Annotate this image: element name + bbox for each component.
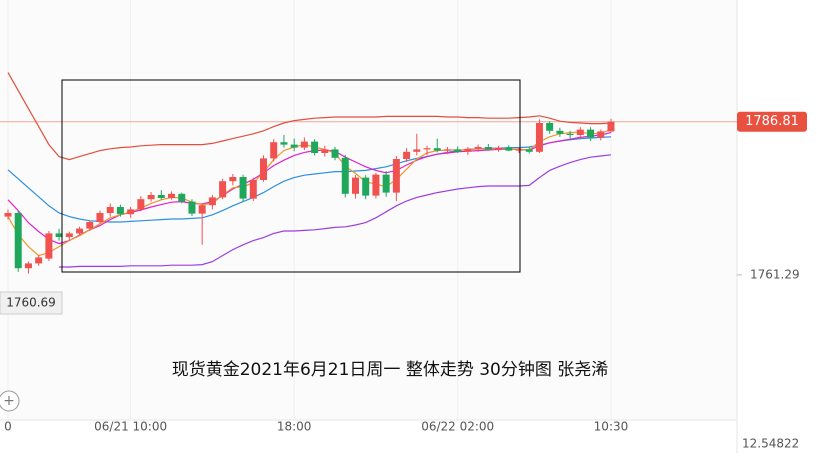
candle-body bbox=[147, 195, 155, 200]
candle-body bbox=[607, 121, 615, 132]
candle-body bbox=[474, 147, 482, 149]
candle-body bbox=[525, 149, 533, 152]
candle-body bbox=[4, 213, 12, 217]
candle-body bbox=[566, 133, 574, 135]
candle-body bbox=[86, 222, 94, 229]
candle-body bbox=[127, 209, 135, 215]
indicator-label: 12.54822 bbox=[742, 437, 799, 451]
price-tag bbox=[737, 111, 807, 132]
candle-body bbox=[116, 207, 124, 215]
candle-body bbox=[270, 142, 278, 159]
indicator-line bbox=[7, 72, 612, 161]
candle-body bbox=[249, 180, 257, 199]
candle-body bbox=[290, 144, 298, 148]
zoom-icon: + bbox=[3, 393, 15, 409]
candle-body bbox=[576, 129, 584, 135]
x-tick-label: 18:00 bbox=[277, 420, 312, 434]
price-tag-label: 1786.81 bbox=[745, 114, 799, 129]
candle-body bbox=[505, 147, 513, 151]
low-marker-box bbox=[0, 291, 63, 315]
candle-body bbox=[45, 233, 53, 259]
x-tick-label: 06/21 10:00 bbox=[94, 420, 167, 434]
candle-body bbox=[443, 149, 451, 151]
candle-body bbox=[433, 148, 441, 151]
candle-body bbox=[311, 141, 319, 153]
candle-body bbox=[515, 149, 523, 151]
candle-body bbox=[454, 149, 462, 152]
candle-body bbox=[321, 149, 329, 153]
candle-body bbox=[403, 151, 411, 159]
candle-body bbox=[168, 193, 176, 198]
candle-body bbox=[423, 148, 431, 150]
candle-body bbox=[546, 123, 554, 131]
x-tick-label: 06/22 02:00 bbox=[421, 420, 494, 434]
candle-body bbox=[208, 197, 216, 206]
candle-body bbox=[188, 201, 196, 214]
candle-body bbox=[597, 131, 605, 138]
candle-body bbox=[280, 142, 288, 145]
annotation-box bbox=[61, 79, 521, 273]
candle-body bbox=[484, 147, 492, 150]
zoom-button[interactable] bbox=[0, 390, 20, 412]
candle-body bbox=[341, 157, 349, 194]
candle-body bbox=[372, 174, 380, 196]
labels: 0 06/21 10:00 18:00 06/22 02:00 10:30 1761.29… bbox=[0, 111, 807, 451]
y-tick-label: 1761.29 bbox=[750, 267, 800, 281]
candle-body bbox=[65, 233, 73, 237]
candle-body bbox=[382, 174, 390, 193]
candle-body bbox=[413, 149, 421, 152]
x-tick-label: 10:30 bbox=[594, 420, 629, 434]
candle-body bbox=[587, 129, 595, 138]
candle-body bbox=[76, 228, 84, 234]
candle-body bbox=[137, 199, 145, 210]
candle-body bbox=[464, 148, 472, 152]
candle-body bbox=[260, 158, 267, 180]
chart-title: 现货黄金2021年6月21日周一 整体走势 30分钟图 张尧浠 bbox=[172, 360, 609, 380]
candle-body bbox=[392, 159, 400, 193]
candle-body bbox=[300, 141, 308, 148]
low-marker-label: 1760.69 bbox=[6, 296, 56, 310]
candle-body bbox=[106, 207, 114, 213]
x-tick-label: 0 bbox=[4, 420, 12, 434]
candle-body bbox=[239, 177, 247, 199]
candle-body bbox=[198, 205, 206, 214]
candle-body bbox=[219, 181, 227, 198]
candle-body bbox=[229, 177, 237, 182]
candle-body bbox=[24, 263, 32, 269]
candle-body bbox=[96, 213, 104, 222]
candle-body bbox=[535, 123, 543, 152]
candle-body bbox=[14, 213, 22, 269]
candles bbox=[4, 118, 615, 274]
candle-body bbox=[362, 177, 370, 196]
candle-body bbox=[35, 257, 43, 264]
candle-body bbox=[495, 147, 503, 150]
candle-body bbox=[178, 193, 186, 202]
candle-body bbox=[55, 233, 63, 237]
candle-body bbox=[351, 177, 359, 194]
candle-body bbox=[157, 195, 165, 198]
candle-body bbox=[556, 130, 564, 134]
indicator-line bbox=[59, 154, 612, 268]
candle-body bbox=[331, 149, 339, 158]
